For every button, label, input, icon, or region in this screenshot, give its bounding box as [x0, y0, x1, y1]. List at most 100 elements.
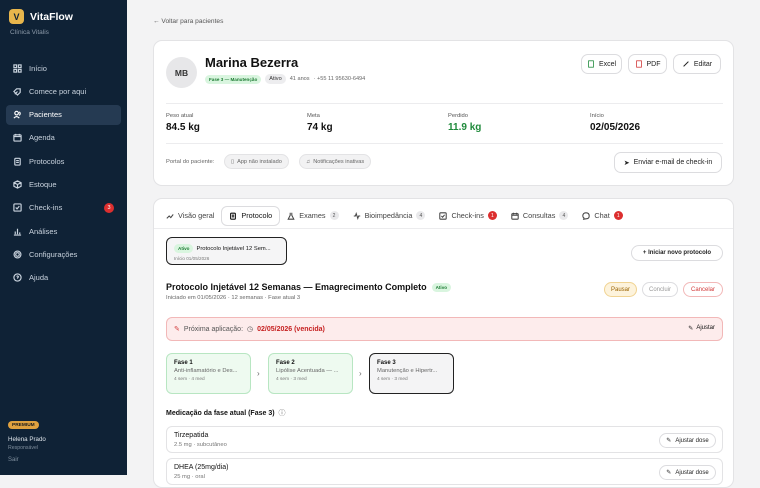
divider: [166, 143, 723, 144]
protocol-selector-start: Início 01/05/2026: [174, 256, 210, 261]
medication-row: Tirzepatida 2.5 mg · subcutâneo ✎ Ajustar d…: [166, 426, 723, 453]
phase-card[interactable]: Fase 2 Lipólise Acentuada — ... 4 sem · 3 …: [268, 353, 353, 394]
help-icon: [13, 273, 22, 282]
stat-label: Início: [590, 113, 604, 119]
tab-label: Visão geral: [178, 211, 215, 220]
plan-badge: PREMIUM: [8, 421, 39, 429]
box-icon: [13, 180, 22, 189]
tab-count: 2: [329, 211, 339, 220]
excel-label: Excel: [598, 60, 617, 68]
stat-value: 74 kg: [307, 122, 333, 133]
clinic-name: Clínica Vitalis: [10, 29, 49, 36]
sidebar-item-agenda[interactable]: Agenda: [6, 128, 121, 148]
back-link[interactable]: ← Voltar para pacientes: [153, 18, 224, 25]
sidebar-nav: Início Comece por aqui Pacientes Agenda Prot…: [6, 58, 121, 291]
tab-exames[interactable]: Exames 2: [280, 206, 345, 226]
patient-name: Marina Bezerra: [205, 55, 299, 70]
adjust-date-label: Ajustar: [696, 325, 715, 331]
sidebar-item-label: Agenda: [29, 133, 55, 143]
brand[interactable]: V VitaFlow: [9, 9, 73, 24]
phase-pill: Fase 3 — Manutenção: [205, 74, 262, 84]
send-icon: ➤: [623, 159, 630, 167]
calendar-icon: [511, 212, 519, 220]
protocol-active-badge: Ativo: [431, 282, 452, 292]
stat-value: 02/05/2026: [590, 122, 641, 133]
sidebar-item-estoque[interactable]: Estoque: [6, 174, 121, 194]
tab-label: Exames: [299, 211, 326, 220]
clipboard-icon: [230, 212, 237, 220]
main-content: ← Voltar para pacientes MB Marina Bezerr…: [127, 0, 760, 488]
sidebar-item-protocolos[interactable]: Protocolos: [6, 151, 121, 171]
next-application-label: Próxima aplicação:: [183, 325, 244, 333]
sidebar-item-inicio[interactable]: Início: [6, 58, 121, 78]
adjust-dose-button[interactable]: ✎ Ajustar dose: [659, 433, 716, 448]
app-status-chip: ▯ App não instalado: [224, 154, 289, 169]
new-protocol-button[interactable]: + Iniciar novo protocolo: [631, 245, 723, 261]
status-badge: Ativo: [265, 74, 286, 84]
sidebar-item-ajuda[interactable]: Ajuda: [6, 268, 121, 288]
sidebar-item-label: Configurações: [29, 249, 78, 259]
pdf-label: PDF: [646, 60, 661, 68]
protocol-selector-name: Protocolo Injetável 12 Sem...: [196, 245, 271, 252]
phase-meta: 4 sem · 3 med: [276, 377, 307, 382]
sidebar: V VitaFlow Clínica Vitalis Início Comece …: [0, 0, 127, 475]
logout-link[interactable]: Sair: [8, 457, 19, 463]
notification-status-chip: ♫ Notificações inativas: [299, 154, 372, 169]
pause-button[interactable]: Pausar: [604, 282, 637, 297]
portal-label: Portal do paciente:: [166, 159, 215, 165]
tab-bioimpedancia[interactable]: Bioimpedância 4: [346, 206, 433, 226]
next-application-alert: ✎ Próxima aplicação: ◷ 02/05/2026 (venci…: [166, 317, 723, 341]
rocket-icon: [13, 88, 21, 96]
send-checkin-button[interactable]: ➤ Enviar e-mail de check-in: [614, 152, 722, 173]
phase-description: Lipólise Acentuada — ...: [276, 368, 339, 374]
phase-card[interactable]: Fase 3 Manutenção e Hipertr... 4 sem · 3 m…: [369, 353, 454, 394]
protocol-selector[interactable]: Ativo Protocolo Injetável 12 Sem... Iníc…: [166, 237, 287, 265]
sidebar-item-label: Protocolos: [29, 156, 65, 166]
sidebar-item-comece-por-aqui[interactable]: Comece por aqui: [6, 81, 121, 101]
pdf-button[interactable]: PDF: [628, 54, 667, 74]
patient-phone: · +55 11 95630-6494: [313, 76, 366, 82]
app-status-label: App não instalado: [237, 158, 282, 165]
sidebar-item-label: Ajuda: [29, 273, 49, 283]
medication-dose: 2.5 mg · subcutâneo: [174, 442, 227, 448]
edit-button[interactable]: Editar: [673, 54, 721, 74]
sidebar-item-checkins[interactable]: Check-ins 3: [6, 198, 121, 218]
file-icon: [635, 60, 642, 68]
tab-checkins[interactable]: Check-ins 1: [432, 206, 503, 226]
protocol-status-badge: Ativo: [174, 244, 194, 253]
protocol-card: Visão geral Protocolo Exames 2 Bioimpedância…: [153, 198, 734, 488]
medication-name: DHEA (25mg/dia): [174, 464, 229, 471]
user-role: Responsável: [8, 445, 38, 451]
medication-name: Tirzepatida: [174, 432, 209, 439]
tab-visao-geral[interactable]: Visão geral: [159, 206, 221, 226]
check-square-icon: [13, 203, 22, 212]
tab-label: Protocolo: [241, 211, 273, 220]
adjust-dose-button[interactable]: ✎ Ajustar dose: [659, 465, 716, 480]
adjust-date-button[interactable]: ✎ Ajustar: [688, 325, 715, 332]
stat-label: Perdido: [448, 113, 468, 119]
app-name: VitaFlow: [30, 10, 73, 23]
divider: [166, 103, 723, 104]
flask-icon: [287, 212, 295, 220]
check-square-icon: [439, 211, 448, 220]
medication-row: DHEA (25mg/dia) 25 mg · oral ✎ Ajustar dose: [166, 458, 723, 485]
trend-icon: [166, 213, 174, 219]
excel-button[interactable]: Excel: [581, 54, 622, 74]
stat-label: Meta: [307, 113, 320, 119]
phase-name: Fase 1: [174, 360, 193, 366]
calendar-icon: [13, 134, 22, 143]
cancel-button[interactable]: Cancelar: [683, 282, 723, 297]
sidebar-item-pacientes[interactable]: Pacientes: [6, 104, 121, 125]
phone-icon: ▯: [231, 158, 235, 165]
finish-button[interactable]: Concluir: [642, 282, 678, 297]
tab-consultas[interactable]: Consultas 4: [504, 206, 575, 226]
tab-protocolo[interactable]: Protocolo: [221, 205, 281, 226]
phase-name: Fase 3: [377, 360, 396, 366]
stat-value: 11.9 kg: [448, 122, 482, 133]
sidebar-item-analises[interactable]: Análises: [6, 221, 121, 241]
sidebar-item-configuracoes[interactable]: Configurações: [6, 244, 121, 264]
tab-chat[interactable]: Chat 1: [575, 206, 629, 226]
stat-label: Peso atual: [166, 113, 194, 119]
protocol-subtitle: Iniciado em 01/05/2026 · 12 semanas · Fa…: [166, 295, 301, 301]
phase-card[interactable]: Fase 1 Anti-inflamatório e Des... 4 sem · …: [166, 353, 251, 394]
